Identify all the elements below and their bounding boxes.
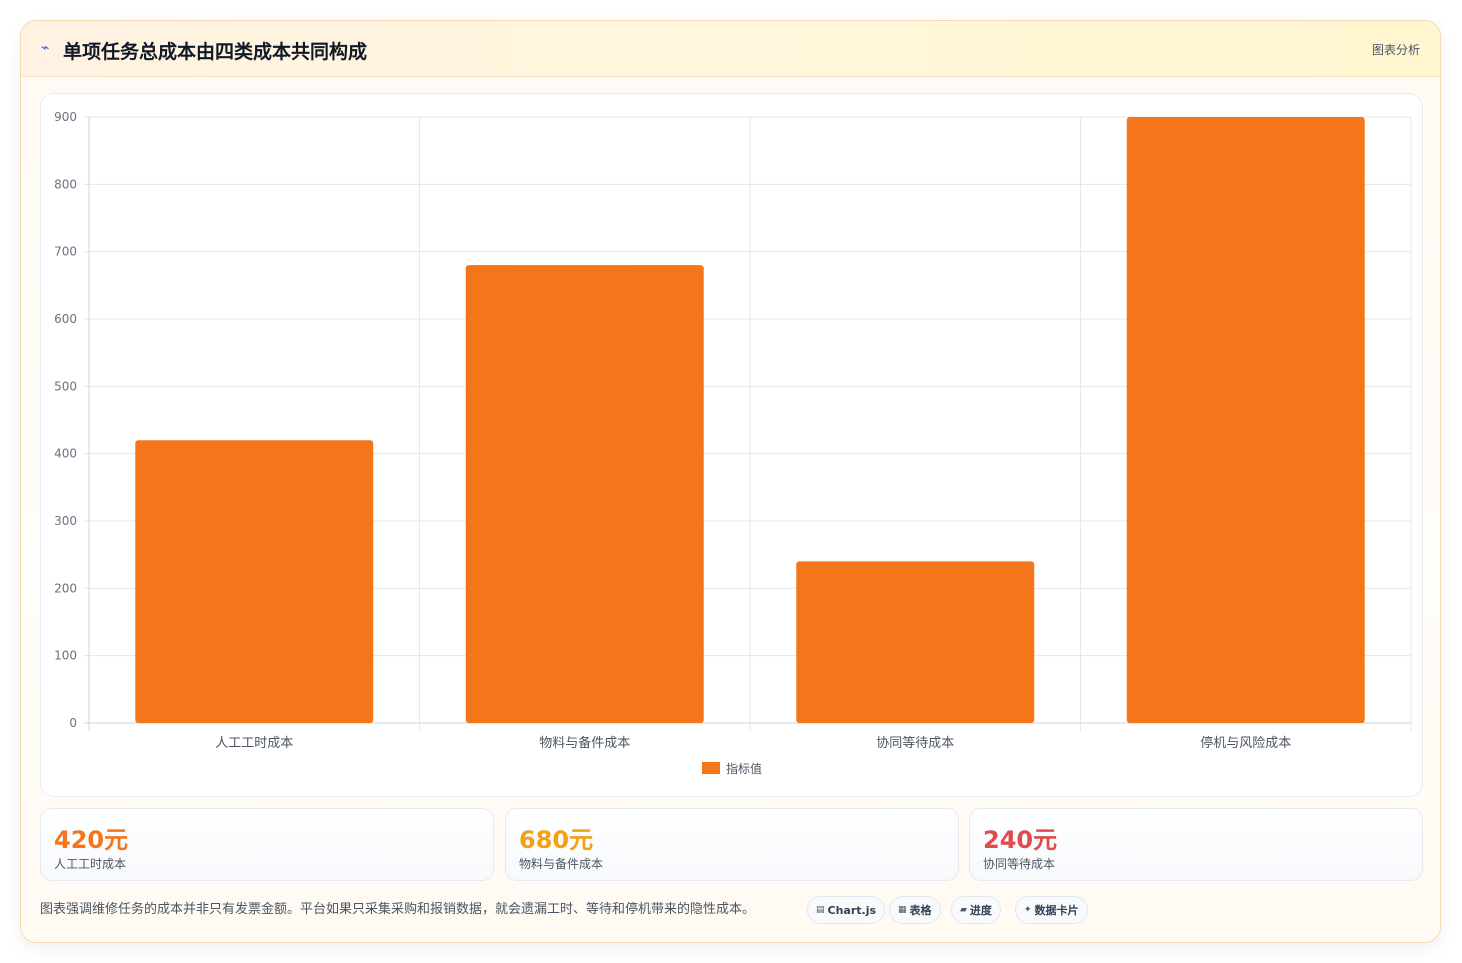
stat-card-coordination: 240元 协同等待成本 [969, 808, 1423, 881]
bar [1126, 117, 1365, 723]
y-tick-label: 500 [54, 379, 77, 393]
y-tick-label: 400 [54, 447, 77, 461]
legend-swatch [702, 762, 720, 774]
bar [135, 440, 374, 723]
stat-label: 物料与备件成本 [519, 857, 604, 871]
y-tick-label: 0 [69, 716, 77, 730]
progress-icon: ▰ [960, 905, 967, 915]
y-tick-label: 100 [54, 649, 77, 663]
y-tick-label: 800 [54, 177, 77, 191]
x-tick-label: 物料与备件成本 [539, 735, 630, 751]
legend-label: 指标值 [726, 761, 762, 776]
chip-label: Chart.js [827, 903, 877, 917]
x-tick-label: 协同等待成本 [876, 735, 954, 751]
card-header: ⌁ 单项任务总成本由四类成本共同构成 图表分析 [21, 21, 1440, 77]
chip-label: 进度 [969, 904, 992, 917]
chip-label: 数据卡片 [1034, 904, 1079, 917]
chip-progress[interactable]: ▰ 进度 [951, 896, 1001, 924]
chart-trend-icon: ⌁ [41, 40, 50, 56]
table-icon: ▦ [898, 905, 907, 915]
chip-data-card[interactable]: ✦ 数据卡片 [1015, 896, 1088, 924]
stat-card-material: 680元 物料与备件成本 [505, 808, 959, 881]
stat-value: 240元 [983, 826, 1058, 854]
bar-chart: 0 100 200 300 400 500 600 700 800 900 人工工时成本 物料与备件成… [54, 110, 1412, 776]
x-tick-label: 人工工时成本 [215, 736, 293, 751]
stat-value: 420元 [54, 826, 129, 854]
y-tick-label: 700 [54, 245, 77, 259]
y-tick-label: 600 [54, 312, 77, 326]
bar [796, 561, 1035, 723]
stat-card-labor: 420元 人工工时成本 [40, 808, 494, 881]
stat-value: 680元 [519, 826, 594, 854]
y-tick-label: 200 [54, 581, 77, 595]
bar [465, 265, 704, 723]
x-tick-label: 停机与风险成本 [1200, 735, 1291, 751]
chart-panel: 0 100 200 300 400 500 600 700 800 900 人工工时成本 物料与备件成… [40, 93, 1423, 797]
y-tick-label: 300 [54, 514, 77, 528]
chart-icon: ▤ [816, 905, 825, 915]
chip-chartjs[interactable]: ▤ Chart.js [807, 896, 886, 924]
header-tag: 图表分析 [1371, 43, 1420, 57]
chip-table[interactable]: ▦ 表格 [889, 896, 941, 924]
y-tick-label: 900 [54, 110, 77, 124]
sparkle-icon: ✦ [1024, 905, 1032, 915]
stat-label: 协同等待成本 [983, 857, 1056, 871]
stat-label: 人工工时成本 [54, 857, 127, 871]
chart-card: ⌁ 单项任务总成本由四类成本共同构成 图表分析 0 100 200 300 400 500… [20, 20, 1441, 943]
footnote: 图表强调维修任务的成本并非只有发票金额。平台如果只采集采购和报销数据，就会遗漏工… [40, 902, 756, 917]
chip-label: 表格 [909, 904, 932, 917]
card-title: 单项任务总成本由四类成本共同构成 [63, 41, 368, 63]
